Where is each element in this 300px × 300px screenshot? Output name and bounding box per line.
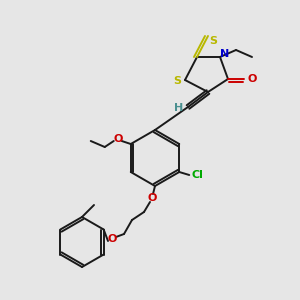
Text: O: O	[147, 193, 157, 203]
Text: S: S	[173, 76, 181, 86]
Text: O: O	[107, 234, 117, 244]
Text: H: H	[174, 103, 184, 113]
Text: N: N	[220, 49, 230, 59]
Text: O: O	[247, 74, 257, 84]
Text: O: O	[113, 134, 122, 144]
Text: S: S	[209, 36, 217, 46]
Text: Cl: Cl	[191, 170, 203, 180]
